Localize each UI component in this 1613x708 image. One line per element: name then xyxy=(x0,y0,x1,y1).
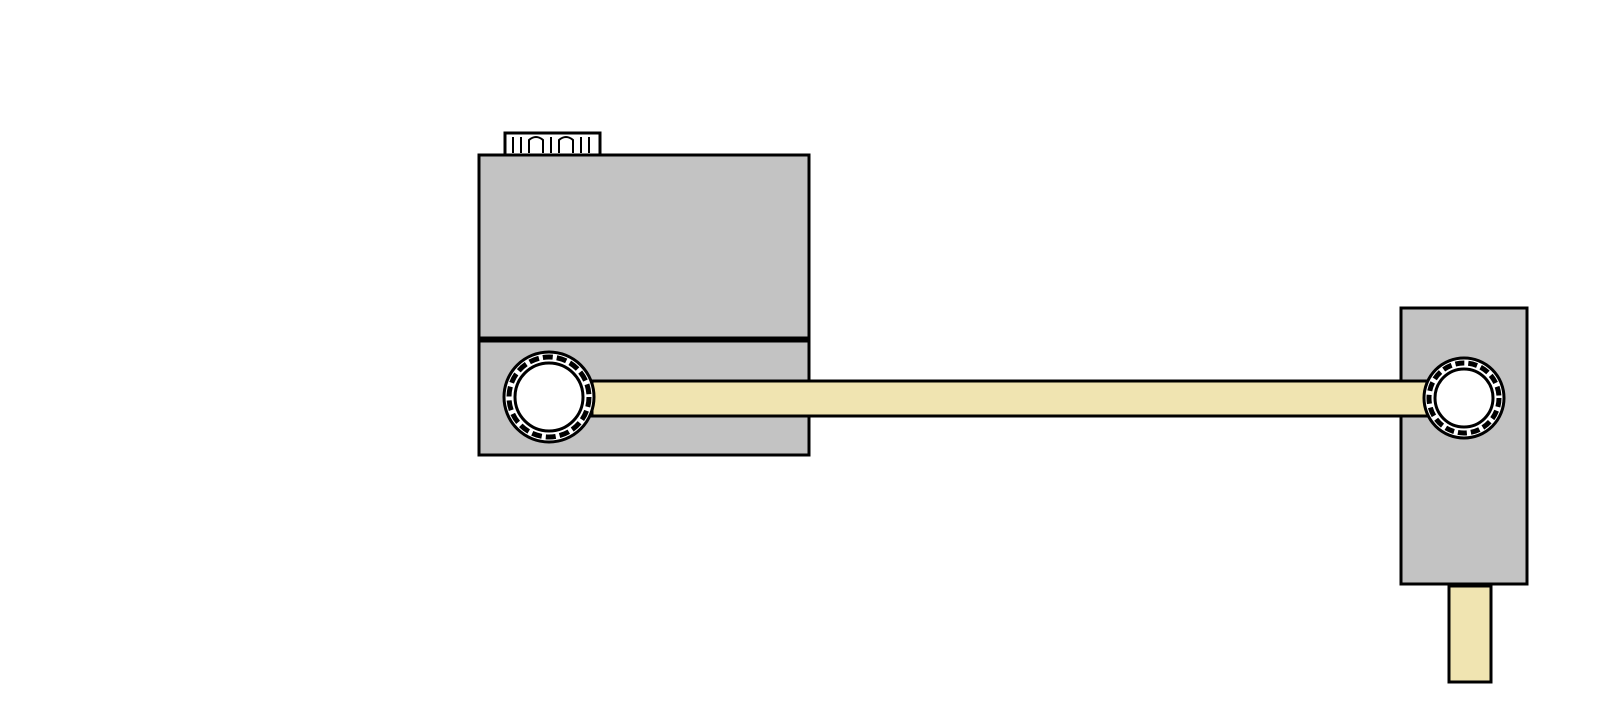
output-shaft xyxy=(1447,584,1493,684)
right-block xyxy=(1399,306,1529,586)
right-bearing-race xyxy=(1426,360,1502,436)
left-block-upper xyxy=(477,153,811,340)
connecting-rod xyxy=(590,379,1431,418)
right-joint-bearing xyxy=(1422,356,1506,440)
left-bearing-race xyxy=(506,354,592,440)
left-bearing-inner xyxy=(513,361,585,433)
left-joint-bearing xyxy=(502,350,596,444)
top-connector-body xyxy=(503,131,602,159)
top-connector-pins xyxy=(512,136,590,153)
top-connector xyxy=(503,131,602,159)
right-bearing-inner xyxy=(1433,367,1495,429)
